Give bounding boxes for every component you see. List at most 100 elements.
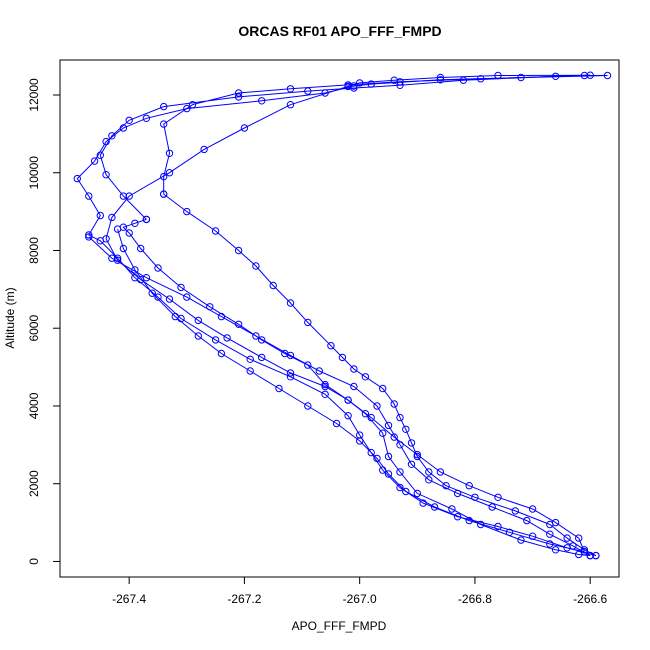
data-point bbox=[528, 505, 537, 513]
data-point bbox=[171, 312, 180, 321]
data-point bbox=[494, 493, 502, 501]
x-tick-label: -267.4 bbox=[112, 592, 146, 606]
data-point bbox=[160, 120, 168, 128]
data-point bbox=[546, 530, 554, 538]
data-point bbox=[425, 468, 433, 476]
data-point bbox=[425, 476, 433, 484]
data-point bbox=[448, 505, 456, 513]
data-point bbox=[569, 542, 577, 550]
data-point bbox=[390, 400, 398, 408]
series-line-4 bbox=[76, 74, 597, 557]
data-point bbox=[137, 244, 145, 253]
data-point bbox=[286, 373, 295, 381]
data-point bbox=[269, 281, 277, 290]
data-point bbox=[102, 137, 110, 146]
data-point bbox=[442, 482, 450, 490]
data-point bbox=[575, 534, 583, 542]
data-point bbox=[367, 80, 375, 88]
data-point bbox=[494, 71, 502, 80]
data-point bbox=[592, 551, 600, 560]
y-tick-label: 2000 bbox=[27, 470, 41, 497]
data-point bbox=[321, 382, 329, 391]
data-point bbox=[142, 114, 151, 123]
data-point bbox=[160, 102, 168, 111]
data-point bbox=[108, 254, 116, 262]
data-point bbox=[234, 93, 243, 101]
data-point bbox=[390, 433, 398, 441]
data-point bbox=[90, 157, 99, 165]
data-point bbox=[436, 468, 445, 476]
data-point bbox=[200, 145, 208, 154]
data-point bbox=[494, 522, 502, 531]
data-point bbox=[396, 441, 404, 449]
data-point bbox=[154, 264, 162, 272]
data-point bbox=[286, 101, 295, 109]
data-point bbox=[402, 487, 410, 496]
data-point bbox=[108, 213, 116, 222]
y-axis: 0 2000 4000 6000 8000 10000 12000 bbox=[27, 78, 61, 565]
data-point bbox=[361, 373, 370, 381]
data-point bbox=[586, 551, 594, 560]
data-point bbox=[315, 367, 323, 375]
x-tick-label: -266.8 bbox=[458, 592, 492, 606]
series-line-5 bbox=[105, 85, 585, 552]
data-point bbox=[119, 124, 128, 132]
data-point bbox=[350, 82, 358, 90]
y-tick-label: 8000 bbox=[27, 237, 41, 264]
data-point bbox=[396, 413, 404, 422]
data-point bbox=[183, 293, 191, 301]
data-point bbox=[217, 312, 226, 321]
data-point bbox=[217, 349, 226, 358]
data-point bbox=[113, 225, 122, 233]
data-point bbox=[344, 412, 352, 420]
data-point bbox=[350, 365, 358, 373]
plot-area bbox=[59, 59, 620, 578]
data-point bbox=[546, 540, 554, 548]
data-point bbox=[252, 332, 260, 340]
data-point bbox=[453, 489, 462, 498]
data-point bbox=[367, 448, 375, 457]
data-point bbox=[402, 425, 410, 433]
data-point bbox=[373, 454, 381, 463]
data-point bbox=[234, 246, 243, 255]
y-tick-label: 4000 bbox=[27, 392, 41, 419]
x-axis-label: APO_FFF_FMPD bbox=[292, 619, 387, 633]
data-point bbox=[102, 171, 110, 179]
data-point bbox=[436, 73, 445, 82]
data-point bbox=[240, 124, 249, 132]
data-point bbox=[321, 390, 329, 398]
data-point bbox=[350, 382, 358, 391]
data-point bbox=[327, 342, 335, 350]
data-point bbox=[165, 295, 174, 303]
data-point bbox=[338, 353, 347, 362]
data-point bbox=[332, 419, 341, 428]
data-point bbox=[160, 172, 168, 181]
data-point bbox=[304, 87, 312, 95]
data-point bbox=[551, 546, 560, 554]
data-point bbox=[165, 149, 174, 158]
data-point bbox=[396, 483, 404, 492]
data-point bbox=[73, 174, 82, 183]
data-point bbox=[183, 207, 191, 216]
y-tick-label: 6000 bbox=[27, 315, 41, 342]
data-point bbox=[154, 293, 162, 301]
data-point bbox=[367, 413, 375, 422]
data-point bbox=[356, 79, 364, 87]
y-axis-label: Altitude (m) bbox=[3, 287, 17, 348]
data-point bbox=[85, 231, 93, 239]
data-point bbox=[361, 410, 370, 418]
data-point bbox=[286, 351, 295, 360]
data-point bbox=[286, 369, 295, 377]
data-point bbox=[304, 318, 312, 327]
data-point bbox=[125, 116, 133, 125]
data-point bbox=[379, 429, 387, 437]
data-point bbox=[465, 482, 473, 490]
data-point bbox=[551, 518, 560, 527]
data-point bbox=[252, 262, 260, 270]
data-point bbox=[85, 192, 93, 200]
y-tick-label: 10000 bbox=[27, 156, 41, 190]
data-point bbox=[148, 289, 156, 297]
data-point bbox=[379, 384, 387, 393]
data-point bbox=[286, 85, 295, 93]
